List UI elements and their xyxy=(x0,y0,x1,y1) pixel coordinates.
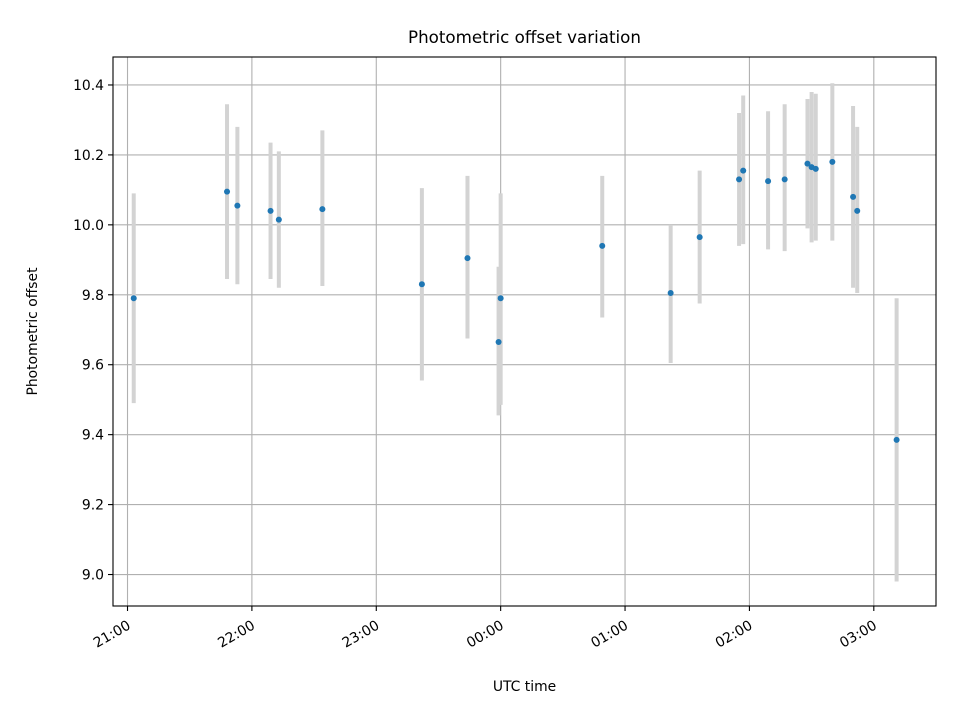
data-point xyxy=(829,158,836,165)
chart-title: Photometric offset variation xyxy=(408,27,641,47)
y-tick-label: 9.2 xyxy=(82,498,104,514)
grid-lines xyxy=(113,57,936,606)
data-point xyxy=(319,206,326,213)
data-point xyxy=(765,178,772,185)
data-point xyxy=(812,165,819,172)
data-point xyxy=(696,234,703,241)
data-point xyxy=(275,216,282,223)
y-tick-label: 9.8 xyxy=(82,288,104,304)
data-point xyxy=(418,281,425,288)
data-point xyxy=(234,202,241,209)
data-point xyxy=(850,193,857,200)
data-point xyxy=(267,207,274,214)
x-axis-label: UTC time xyxy=(493,679,556,695)
data-point xyxy=(495,338,502,345)
y-tick-label: 10.0 xyxy=(73,218,104,234)
data-point xyxy=(893,436,900,443)
y-tick-label: 10.2 xyxy=(73,148,104,164)
data-point xyxy=(736,176,743,183)
data-point xyxy=(464,255,471,262)
data-point xyxy=(854,207,861,214)
data-point xyxy=(130,295,137,302)
y-tick-label: 9.6 xyxy=(82,358,104,374)
data-point xyxy=(740,167,747,174)
data-point xyxy=(781,176,788,183)
data-points xyxy=(130,158,900,443)
y-tick-label: 9.0 xyxy=(82,568,104,584)
plot-frame xyxy=(112,56,937,607)
y-axis-label: Photometric offset xyxy=(25,267,41,396)
data-point xyxy=(224,188,231,195)
y-tick-label: 9.4 xyxy=(82,428,104,444)
data-point xyxy=(804,160,811,167)
y-tick-label: 10.4 xyxy=(73,78,104,94)
data-point xyxy=(497,295,504,302)
data-point xyxy=(599,242,606,249)
data-point xyxy=(667,290,674,297)
